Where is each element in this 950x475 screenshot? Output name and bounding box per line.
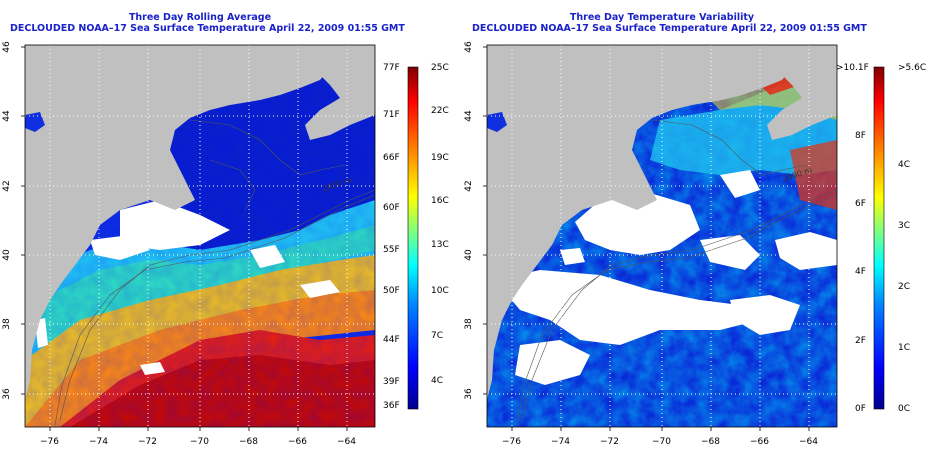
panel1-colorbar-c-label: 22C <box>431 106 449 116</box>
panel2-subtitle: DECLOUDED NOAA–17 Sea Surface Temperatur… <box>472 23 867 34</box>
panel1-title: Three Day Rolling Average <box>128 12 272 23</box>
panel1-colorbar-f-label: 36F <box>383 401 400 411</box>
panel1-y-tick: 36 <box>2 388 12 400</box>
panel1-x-tick: −74 <box>89 437 108 447</box>
land-mass-us <box>25 45 330 400</box>
panel2-colorbar <box>873 66 885 410</box>
panel1-colorbar-c-label: 10C <box>431 286 449 296</box>
panel2-y-tick: 42 <box>464 180 474 192</box>
panel2-colorbar-f-label: 4F <box>855 267 866 277</box>
panel2-colorbar-c-label: 1C <box>898 343 911 353</box>
land-mass-nova-scotia <box>762 45 837 140</box>
panel2-colorbar-c-label: >5.6C <box>898 63 927 73</box>
panel1-x-tick: −72 <box>138 437 157 447</box>
panel1-y-tick: 40 <box>2 249 12 261</box>
panel1-colorbar-f-label: 39F <box>383 377 400 387</box>
panel2-colorbar-f-label: 0F <box>855 404 866 414</box>
panel2-colorbar-f-label: 6F <box>855 199 866 209</box>
panel2-x-tick: −74 <box>551 437 570 447</box>
panel2-y-tick: 36 <box>464 388 474 400</box>
panel1-colorbar-c-label: 16C <box>431 196 449 206</box>
panel1-colorbar-c-label: 13C <box>431 240 449 250</box>
panel1-x-tick: −70 <box>190 437 209 447</box>
land-mass-us <box>487 45 792 400</box>
panel2-x-tick: −72 <box>600 437 619 447</box>
panel1-colorbar-c-label: 4C <box>431 376 444 386</box>
panel1-x-tick: −76 <box>40 437 59 447</box>
cloud-mask-patches <box>495 170 837 385</box>
panel1-x-tick: −68 <box>239 437 258 447</box>
panel1-y-tick: 44 <box>2 110 12 122</box>
panel2-y-tick: 44 <box>464 110 474 122</box>
panel1-colorbar-f-label: 50F <box>383 286 400 296</box>
panel1-colorbar <box>407 66 419 410</box>
panel2-y-tick: 38 <box>464 318 474 330</box>
panel1-y-tick: 46 <box>2 41 12 53</box>
land-mass-nova-scotia <box>300 45 375 140</box>
panel1-colorbar-f-label: 55F <box>383 245 400 255</box>
panel1-colorbar-c-label: 7C <box>431 331 444 341</box>
panel2-x-tick: −64 <box>799 437 818 447</box>
panel2-colorbar-c-label: 3C <box>898 221 911 231</box>
panel2-y-tick: 46 <box>464 41 474 53</box>
panel2-x-tick: −68 <box>701 437 720 447</box>
panel2-x-tick: −70 <box>652 437 671 447</box>
panel2-x-tick: −66 <box>750 437 769 447</box>
panel2-x-tick: −76 <box>502 437 521 447</box>
panel2-y-tick: 40 <box>464 249 474 261</box>
panel1-map <box>25 45 375 427</box>
panel1-axis-ticks <box>21 46 348 431</box>
panel1-x-tick: −66 <box>288 437 307 447</box>
panel2-colorbar-f-label: 2F <box>855 336 866 346</box>
panel1-colorbar-f-label: 44F <box>383 335 400 345</box>
panel1-colorbar-f-label: 66F <box>383 153 400 163</box>
panel2-title: Three Day Temperature Variability <box>569 12 755 23</box>
panel2-map <box>487 45 837 427</box>
panel1-subtitle: DECLOUDED NOAA–17 Sea Surface Temperatur… <box>10 23 405 34</box>
panel2-colorbar-f-label: 8F <box>855 131 866 141</box>
panel2-colorbar-c-label: 2C <box>898 282 911 292</box>
panel1-colorbar-f-label: 60F <box>383 203 400 213</box>
bathymetry-contours <box>516 119 837 426</box>
panel1-y-tick: 38 <box>2 318 12 330</box>
panel1-x-tick: −64 <box>337 437 356 447</box>
panel1-colorbar-f-label: 71F <box>383 110 400 120</box>
panel1-y-tick: 42 <box>2 180 12 192</box>
panel2-colorbar-c-label: 4C <box>898 160 911 170</box>
inland-lake <box>487 112 507 132</box>
panel1-colorbar-f-label: 77F <box>383 63 400 73</box>
panel1-colorbar-c-label: 25C <box>431 63 449 73</box>
panel2-axis-ticks <box>483 46 810 431</box>
bathymetry-contours <box>54 119 375 426</box>
panel1-colorbar-c-label: 19C <box>431 153 449 163</box>
panel2-colorbar-c-label: 0C <box>898 404 911 414</box>
panel2-colorbar-f-label: >10.1F <box>836 63 869 73</box>
inland-lake <box>25 112 45 132</box>
